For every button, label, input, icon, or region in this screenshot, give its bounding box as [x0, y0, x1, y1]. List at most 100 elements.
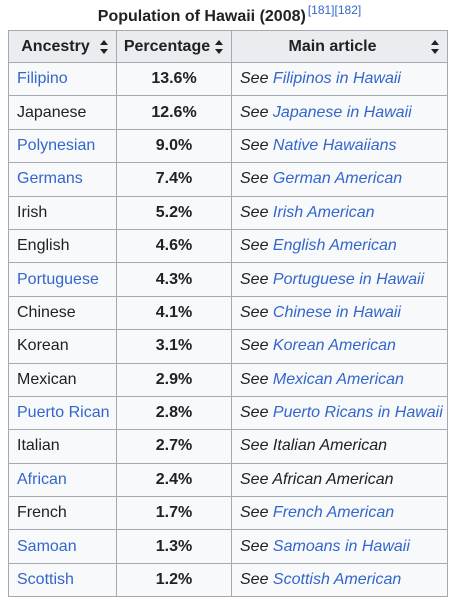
table-caption: Population of Hawaii (2008) [181][182] — [0, 0, 459, 30]
main-article-cell: See Filipinos in Hawaii — [231, 61, 448, 97]
table-row: Italian 2.7% See Italian American — [8, 429, 448, 464]
main-article-text: African American — [272, 470, 394, 488]
main-article-cell: See Portuguese in Hawaii — [231, 262, 448, 297]
see-prefix: See — [240, 537, 273, 555]
ancestry-cell: Italian — [8, 429, 117, 464]
table-row: Japanese 12.6% See Japanese in Hawaii — [8, 95, 448, 130]
ancestry-link[interactable]: Filipino — [17, 70, 68, 88]
percentage-cell: 9.0% — [116, 128, 232, 164]
ancestry-link[interactable]: Portuguese — [17, 270, 99, 288]
main-article-cell: See African American — [231, 462, 448, 498]
see-prefix: See — [240, 203, 273, 221]
caption-title: Population of Hawaii (2008) — [97, 8, 306, 25]
table-row: English 4.6% See English American — [8, 228, 448, 264]
see-prefix: See — [240, 237, 273, 255]
main-article-cell: See German American — [231, 162, 448, 197]
percentage-cell: 1.3% — [116, 529, 232, 564]
table-row: Chinese 4.1% See Chinese in Hawaii — [8, 295, 448, 331]
percentage-cell: 2.4% — [116, 462, 232, 498]
ancestry-link[interactable]: Puerto Rican — [17, 404, 110, 422]
sort-icon[interactable] — [431, 40, 439, 54]
see-prefix: See — [240, 504, 273, 522]
table-row: Portuguese 4.3% See Portuguese in Hawaii — [8, 262, 448, 297]
see-prefix: See — [240, 337, 273, 355]
see-prefix: See — [240, 136, 273, 154]
table-row: African 2.4% See African American — [8, 462, 448, 498]
main-article-link[interactable]: French American — [272, 504, 395, 522]
ancestry-link[interactable]: Germans — [17, 170, 83, 188]
ancestry-cell: English — [8, 228, 117, 264]
ancestry-text: Irish — [17, 203, 48, 221]
table-row: Samoan 1.3% See Samoans in Hawaii — [8, 529, 448, 564]
ancestry-link[interactable]: Samoan — [17, 537, 77, 555]
ancestry-table: Ancestry Percentage Main article Filipin… — [8, 30, 448, 598]
reference-link[interactable]: [181] — [307, 3, 335, 17]
see-prefix: See — [240, 437, 273, 455]
sort-icon[interactable] — [100, 40, 108, 54]
main-article-link[interactable]: Irish American — [272, 203, 375, 221]
ancestry-cell: Irish — [8, 195, 117, 230]
main-article-link[interactable]: Japanese in Hawaii — [272, 103, 412, 121]
main-article-cell: See Korean American — [231, 329, 448, 364]
see-prefix: See — [240, 270, 273, 288]
column-header-ancestry[interactable]: Ancestry — [8, 30, 117, 63]
table-row: Germans 7.4% See German American — [8, 162, 448, 197]
percentage-cell: 1.7% — [116, 496, 232, 531]
ancestry-link[interactable]: Scottish — [17, 571, 74, 589]
percentage-cell: 2.8% — [116, 395, 232, 431]
main-article-link[interactable]: German American — [272, 170, 403, 188]
main-article-link[interactable]: Portuguese in Hawaii — [272, 270, 425, 288]
table-row: Scottish 1.2% See Scottish American — [8, 562, 448, 598]
table-row: Puerto Rican 2.8% See Puerto Ricans in Haw… — [8, 395, 448, 431]
main-article-cell: See English American — [231, 228, 448, 264]
column-header-label: Percentage — [123, 37, 211, 55]
sort-icon[interactable] — [215, 40, 223, 54]
main-article-link[interactable]: Mexican American — [272, 370, 404, 388]
see-prefix: See — [240, 404, 273, 422]
ancestry-cell: African — [8, 462, 117, 498]
main-article-cell: See Irish American — [231, 195, 448, 230]
ancestry-cell: Korean — [8, 329, 117, 364]
see-prefix: See — [240, 170, 273, 188]
table-row: Filipino 13.6% See Filipinos in Hawaii — [8, 61, 448, 97]
main-article-link[interactable]: Scottish American — [272, 571, 402, 589]
see-prefix: See — [240, 303, 273, 321]
see-prefix: See — [240, 470, 273, 488]
column-header-label: Main article — [288, 37, 377, 55]
main-article-cell: See Native Hawaiians — [231, 128, 448, 164]
percentage-cell: 4.3% — [116, 262, 232, 297]
percentage-cell: 7.4% — [116, 162, 232, 197]
ancestry-cell: Filipino — [8, 61, 117, 97]
percentage-cell: 5.2% — [116, 195, 232, 230]
ancestry-cell: Germans — [8, 162, 117, 197]
ancestry-cell: Samoan — [8, 529, 117, 564]
column-header-percentage[interactable]: Percentage — [116, 30, 232, 63]
ancestry-link[interactable]: African — [17, 470, 67, 488]
main-article-link[interactable]: English American — [272, 237, 397, 255]
main-article-cell: See Chinese in Hawaii — [231, 295, 448, 331]
main-article-cell: See French American — [231, 496, 448, 531]
ancestry-text: Japanese — [17, 103, 87, 121]
main-article-link[interactable]: Korean American — [272, 337, 396, 355]
ancestry-link[interactable]: Polynesian — [17, 136, 96, 154]
main-article-link[interactable]: Chinese in Hawaii — [272, 303, 401, 321]
percentage-cell: 3.1% — [116, 329, 232, 364]
ancestry-text: French — [17, 504, 67, 522]
percentage-cell: 4.1% — [116, 295, 232, 331]
main-article-link[interactable]: Samoans in Hawaii — [272, 537, 410, 555]
ancestry-cell: Japanese — [8, 95, 117, 130]
main-article-link[interactable]: Puerto Ricans in Hawaii — [272, 404, 443, 422]
table-body: Filipino 13.6% See Filipinos in Hawaii Japa… — [8, 61, 448, 598]
column-header-main-article[interactable]: Main article — [231, 30, 448, 63]
table-row: Irish 5.2% See Irish American — [8, 195, 448, 230]
main-article-link[interactable]: Native Hawaiians — [272, 136, 397, 154]
percentage-cell: 2.9% — [116, 362, 232, 397]
reference-link[interactable]: [182] — [334, 3, 362, 17]
main-article-cell: See Samoans in Hawaii — [231, 529, 448, 564]
see-prefix: See — [240, 370, 273, 388]
main-article-link[interactable]: Filipinos in Hawaii — [272, 70, 401, 88]
main-article-cell: See Mexican American — [231, 362, 448, 397]
percentage-cell: 13.6% — [116, 61, 232, 97]
table-row: Polynesian 9.0% See Native Hawaiians — [8, 128, 448, 164]
percentage-cell: 12.6% — [116, 95, 232, 130]
